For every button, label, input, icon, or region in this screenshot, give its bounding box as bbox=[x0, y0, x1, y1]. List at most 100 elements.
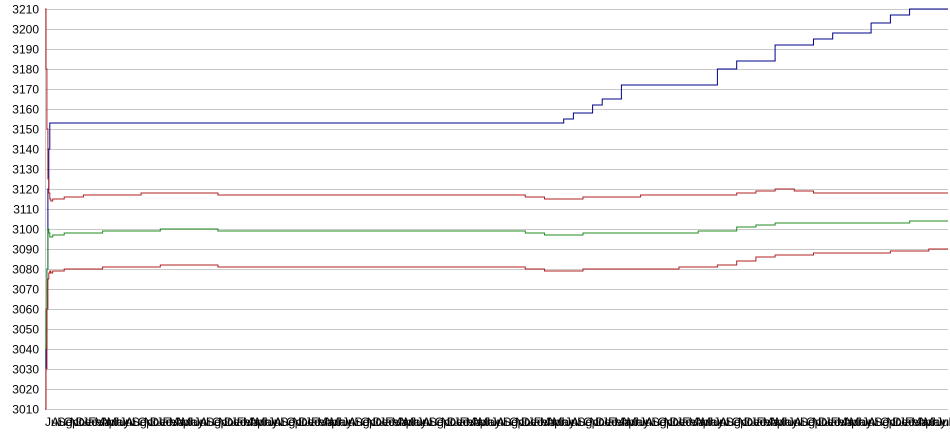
x-tick-label: Nov bbox=[887, 415, 908, 429]
y-tick-label: 3070 bbox=[12, 283, 39, 297]
x-tick-label: Jan bbox=[379, 415, 398, 429]
x-tick-label: Feb bbox=[237, 415, 258, 429]
x-tick-label: Feb bbox=[385, 415, 406, 429]
x-tick-label: Nov bbox=[515, 415, 536, 429]
x-tick-label: Nov bbox=[70, 415, 91, 429]
x-tick-label: Jun bbox=[633, 415, 652, 429]
x-tick-label: Nov bbox=[441, 415, 462, 429]
x-tick-label: Nov bbox=[812, 415, 833, 429]
x-tick-label: Oct bbox=[880, 415, 899, 429]
x-tick-label: May bbox=[404, 415, 427, 429]
x-tick-label: Jun bbox=[484, 415, 503, 429]
x-tick-label: Mar bbox=[540, 415, 561, 429]
x-tick-label: Mar bbox=[466, 415, 487, 429]
x-tick-label: Feb bbox=[163, 415, 184, 429]
x-tick-label: Jan bbox=[602, 415, 621, 429]
x-tick-label: Apr bbox=[175, 415, 194, 429]
x-tick-label: Apr bbox=[695, 415, 714, 429]
x-tick-label: May bbox=[255, 415, 278, 429]
x-tick-label: Jan bbox=[750, 415, 769, 429]
x-tick-label: Apr bbox=[323, 415, 342, 429]
x-tick-label: May bbox=[627, 415, 650, 429]
x-tick-label: Jun bbox=[856, 415, 875, 429]
x-tick-label: Jun bbox=[559, 415, 578, 429]
x-tick-label: Dec bbox=[373, 415, 394, 429]
y-tick-label: 3210 bbox=[12, 3, 39, 17]
x-tick-label: Jan bbox=[156, 415, 175, 429]
y-tick-label: 3200 bbox=[12, 23, 39, 37]
x-tick-label: Apr bbox=[917, 415, 936, 429]
x-tick-label: Dec bbox=[150, 415, 171, 429]
x-tick-label: May bbox=[849, 415, 872, 429]
x-tick-label: Sep bbox=[577, 415, 599, 429]
x-tick-label: Apr bbox=[546, 415, 565, 429]
x-tick-label: Jan bbox=[899, 415, 918, 429]
x-tick-label: Dec bbox=[224, 415, 245, 429]
y-tick-label: 3110 bbox=[13, 203, 39, 217]
x-tick-label: Oct bbox=[212, 415, 231, 429]
x-tick-label: Oct bbox=[361, 415, 380, 429]
y-tick-label: 3020 bbox=[12, 383, 39, 397]
x-tick-label: Jun bbox=[707, 415, 726, 429]
y-tick-label: 3080 bbox=[12, 263, 39, 277]
x-tick-label: Dec bbox=[596, 415, 617, 429]
x-tick-label: Mar bbox=[763, 415, 784, 429]
x-tick-label: Nov bbox=[367, 415, 388, 429]
y-tick-label: 3090 bbox=[12, 243, 39, 257]
x-tick-label: Jul bbox=[491, 415, 506, 429]
x-tick-label: Oct bbox=[732, 415, 751, 429]
x-tick-label: Oct bbox=[286, 415, 305, 429]
x-tick-label: May bbox=[478, 415, 501, 429]
x-tick-label: Sep bbox=[503, 415, 525, 429]
series-line-3 bbox=[45, 220, 948, 350]
x-tick-label: Oct bbox=[806, 415, 825, 429]
x-tick-label: Jan bbox=[825, 415, 844, 429]
x-tick-label: Apr bbox=[472, 415, 491, 429]
x-tick-label: Jan bbox=[82, 415, 101, 429]
x-axis: JulAugSepOctNovDecJanFebMarAprMayJunJulA… bbox=[45, 415, 950, 429]
x-tick-label: Jan bbox=[676, 415, 695, 429]
x-tick-label: Jun bbox=[262, 415, 281, 429]
y-tick-label: 3130 bbox=[12, 163, 39, 177]
x-tick-label: Nov bbox=[590, 415, 611, 429]
x-tick-label: Jun bbox=[187, 415, 206, 429]
y-tick-label: 3150 bbox=[12, 123, 39, 137]
x-tick-label: Dec bbox=[299, 415, 320, 429]
x-tick-label: Feb bbox=[757, 415, 778, 429]
x-tick-label: Feb bbox=[608, 415, 629, 429]
series-line-1 bbox=[45, 8, 948, 410]
x-tick-label: Sep bbox=[57, 415, 79, 429]
series-group bbox=[45, 8, 948, 410]
x-tick-label: Dec bbox=[818, 415, 839, 429]
y-tick-label: 3040 bbox=[12, 343, 39, 357]
x-tick-label: Aug bbox=[645, 415, 666, 429]
x-tick-label: Mar bbox=[392, 415, 413, 429]
x-tick-label: May bbox=[330, 415, 353, 429]
x-tick-label: Sep bbox=[800, 415, 822, 429]
x-tick-label: May bbox=[181, 415, 204, 429]
x-tick-label: Aug bbox=[794, 415, 815, 429]
x-tick-label: Nov bbox=[738, 415, 759, 429]
x-tick-label: Sep bbox=[651, 415, 673, 429]
x-tick-label: Mar bbox=[169, 415, 190, 429]
x-tick-label: Jun bbox=[410, 415, 429, 429]
x-tick-label: Dec bbox=[893, 415, 914, 429]
x-tick-label: Mar bbox=[689, 415, 710, 429]
x-tick-label: Jul bbox=[342, 415, 357, 429]
x-tick-label: Jan bbox=[231, 415, 250, 429]
y-tick-label: 3010 bbox=[12, 403, 39, 417]
x-tick-label: Jun bbox=[930, 415, 949, 429]
x-tick-label: Aug bbox=[719, 415, 740, 429]
x-tick-label: Feb bbox=[311, 415, 332, 429]
x-tick-label: Apr bbox=[249, 415, 268, 429]
x-tick-label: Sep bbox=[429, 415, 451, 429]
x-tick-label: Jul bbox=[194, 415, 209, 429]
x-tick-label: Mar bbox=[911, 415, 932, 429]
x-tick-label: Jul bbox=[713, 415, 728, 429]
x-tick-label: Nov bbox=[664, 415, 685, 429]
x-tick-label: Jul bbox=[416, 415, 431, 429]
y-axis: 3210 3200 3190 3180 3170 3160 3150 3140 3130 3120… bbox=[12, 3, 39, 417]
x-tick-label: Jun bbox=[781, 415, 800, 429]
x-tick-label: Dec bbox=[521, 415, 542, 429]
x-tick-label: Dec bbox=[76, 415, 97, 429]
